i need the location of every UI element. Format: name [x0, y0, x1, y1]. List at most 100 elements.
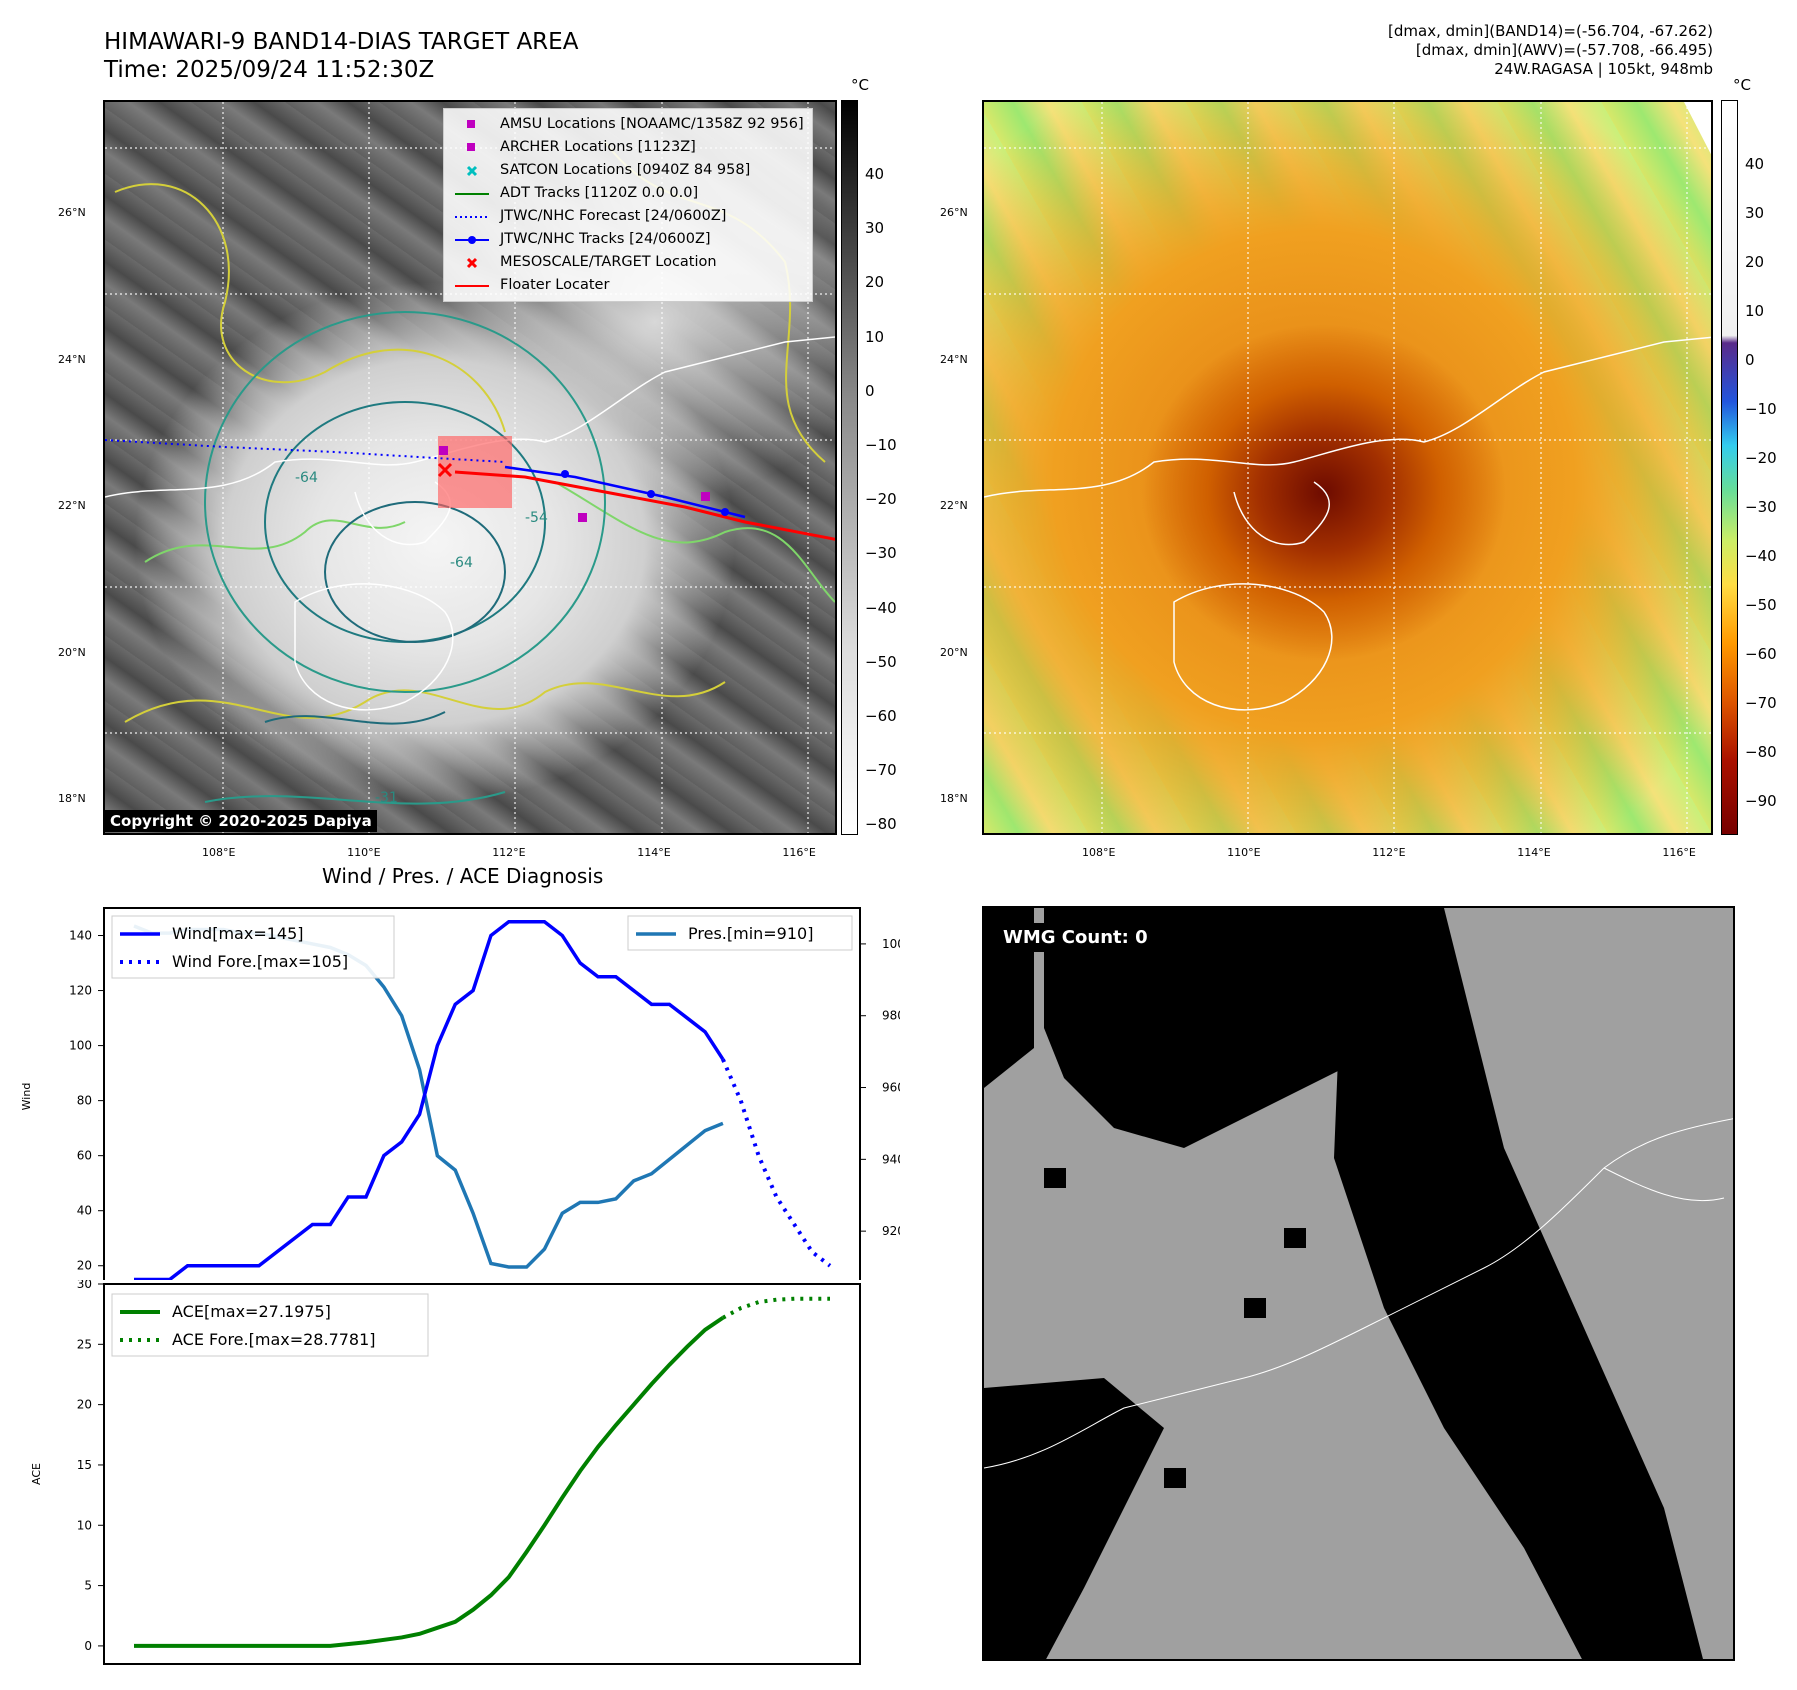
wind-ytick-label: 60	[77, 1149, 92, 1163]
wind-ytick-label: 120	[69, 984, 92, 998]
lat-label: 26°N	[940, 206, 968, 219]
colorbar-tick-label: 40	[1745, 155, 1765, 173]
ir-map-overlay: -31 -54 -64 -64	[105, 102, 835, 833]
legend-item: MESOSCALE/TARGET Location	[452, 251, 804, 274]
colorbar-tick-label: −60	[865, 707, 897, 726]
pres-ytick-label: 920	[882, 1224, 900, 1238]
lat-label: 18°N	[58, 792, 86, 805]
lat-label: 22°N	[58, 499, 86, 512]
colorbar-tick-label: −80	[865, 815, 897, 834]
lat-label: 20°N	[58, 645, 86, 659]
ace-forecast-line	[721, 1296, 830, 1320]
colorbar-tick-label: 20	[865, 273, 885, 292]
legend-item: JTWC/NHC Tracks [24/0600Z]	[452, 228, 804, 251]
ace-legend-label: ACE[max=27.1975]	[172, 1302, 331, 1321]
gray-colorbar	[841, 100, 858, 835]
copyright-badge: Copyright © 2020-2025 Dapiya	[105, 810, 377, 832]
gray-cbar-unit: °C	[851, 76, 869, 94]
colorbar-tick-label: −40	[1745, 547, 1777, 565]
ace-series-line	[134, 1316, 725, 1648]
colorbar-tick-label: 20	[1745, 253, 1765, 271]
lat-label: 18°N	[940, 792, 968, 805]
wind-ytick-label: 100	[69, 1039, 92, 1053]
colorbar-tick-label: −10	[1745, 400, 1777, 418]
archer-marker	[701, 492, 710, 501]
wmg-mask	[984, 908, 1733, 1659]
legend-item: SATCON Locations [0940Z 84 958]	[452, 159, 804, 182]
map-legend: AMSU Locations [NOAAMC/1358Z 92 956] ARC…	[443, 108, 813, 302]
contour-label: -64	[295, 470, 318, 486]
lat-label: 26°N	[58, 206, 86, 219]
lat-label: 22°N	[940, 499, 968, 512]
ace-plot-frame	[103, 1283, 861, 1665]
wind-forecast-line	[721, 1058, 832, 1268]
stats-block: [dmax, dmin](BAND14)=(-56.704, -67.262) …	[1388, 22, 1713, 79]
colorbar-tick-label: −20	[1745, 449, 1777, 467]
ir-map-panel: -31 -54 -64 -64	[103, 100, 837, 835]
lon-label: 116°E	[1662, 846, 1696, 859]
wind-ytick-label: 80	[77, 1094, 92, 1108]
stats-line-1: [dmax, dmin](BAND14)=(-56.704, -67.262)	[1388, 22, 1713, 40]
ace-ytick-label: 30	[77, 1280, 92, 1291]
lon-label: 114°E	[637, 846, 671, 859]
colorbar-tick-label: −70	[1745, 694, 1777, 712]
colorbar-tick-label: −30	[865, 544, 897, 563]
wind-pressure-chart: 20 40 60 80 100 120 140 Wind 920 940 960 980 1000 Pre…	[20, 907, 900, 1280]
left-map-lat-labels: 26°N 24°N 22°N 20°N 18°N	[58, 140, 86, 873]
figure-title: HIMAWARI-9 BAND14-DIAS TARGET AREA Time:…	[104, 28, 578, 84]
wind-legend: Wind[max=145] Wind Fore.[max=105]	[111, 915, 395, 979]
contour-label: -54	[525, 510, 548, 526]
lon-label: 112°E	[492, 846, 526, 859]
color-cbar-unit: °C	[1733, 76, 1751, 94]
pres-ytick-label: 980	[882, 1009, 900, 1023]
lon-label: 110°E	[1227, 846, 1261, 859]
colorbar-tick-label: 0	[865, 381, 875, 400]
colorbar-tick-label: −90	[1745, 792, 1777, 810]
color-map-overlay	[984, 102, 1711, 833]
ace-legend: ACE[max=27.1975] ACE Fore.[max=28.7781]	[111, 1293, 429, 1357]
colorbar-tick-label: −40	[865, 598, 897, 617]
ace-ytick-label: 15	[77, 1458, 92, 1472]
legend-item: ARCHER Locations [1123Z]	[452, 136, 804, 159]
lon-label: 110°E	[347, 846, 381, 859]
colorbar-tick-label: −70	[865, 761, 897, 780]
colorbar-tick-label: −50	[865, 652, 897, 671]
wind-ytick-label: 20	[77, 1259, 92, 1273]
colorbar-tick-label: 10	[865, 327, 885, 346]
pres-legend-label: Pres.[min=910]	[688, 924, 813, 943]
colorbar-tick-label: 30	[865, 219, 885, 238]
ace-ytick-label: 25	[77, 1337, 92, 1351]
wind-fore-legend-label: Wind Fore.[max=105]	[172, 952, 348, 971]
lon-label: 114°E	[1517, 846, 1551, 859]
right-map-lat-labels: 26°N 24°N 22°N 20°N 18°N	[940, 140, 968, 873]
target-x-marker	[437, 462, 453, 478]
lon-label: 108°E	[202, 846, 236, 859]
wind-legend-label: Wind[max=145]	[172, 924, 304, 943]
lon-label: 108°E	[1082, 846, 1116, 859]
pres-ytick-label: 940	[882, 1152, 900, 1166]
wind-plot-frame	[103, 907, 861, 1280]
colorbar-tick-label: −80	[1745, 743, 1777, 761]
colorbar-tick-label: 10	[1745, 302, 1765, 320]
ace-ytick-label: 10	[77, 1518, 92, 1532]
ace-fore-legend-label: ACE Fore.[max=28.7781]	[172, 1330, 376, 1349]
amsu-marker	[439, 446, 448, 455]
legend-item: AMSU Locations [NOAAMC/1358Z 92 956]	[452, 113, 804, 136]
wind-series-line	[134, 920, 725, 1280]
pres-legend: Pres.[min=910]	[627, 915, 853, 951]
lon-label: 112°E	[1372, 846, 1406, 859]
ace-ytick-label: 5	[84, 1579, 92, 1593]
wind-ytick-label: 40	[77, 1204, 92, 1218]
pres-ytick-label: 1000	[882, 937, 900, 951]
ace-ylabel: ACE	[30, 1463, 43, 1485]
colorbar-tick-label: −60	[1745, 645, 1777, 663]
colorbar-tick-label: −50	[1745, 596, 1777, 614]
color-map-panel	[982, 100, 1713, 835]
gray-cbar-ticks: 40 30 20 10 0 −10 −20 −30 −40 −50 −60 −70 −80	[865, 147, 897, 852]
right-map-lon-labels: 108°E 110°E 112°E 114°E 116°E	[1082, 846, 1722, 859]
archer-marker	[578, 513, 587, 522]
colorbar-tick-label: −20	[865, 490, 897, 509]
wind-ytick-label: 140	[69, 929, 92, 943]
colorbar-tick-label: 40	[865, 165, 885, 183]
colorbar-tick-label: 0	[1745, 351, 1755, 369]
